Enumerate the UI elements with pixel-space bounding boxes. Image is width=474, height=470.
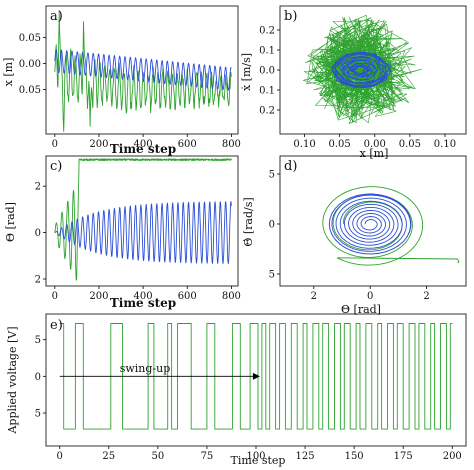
y-tick-label: 5 — [35, 409, 41, 420]
panel-b: 0.10 0.05 0.00 0.05 0.10 0.2 0.1 0.0 0.1 0.2 b) x… — [240, 5, 467, 160]
y-tick-label: 0 — [35, 372, 41, 383]
panel-a: 0 200 400 600 800 0.05 0.00 0.05 a) Time step x… — [2, 5, 241, 156]
x-axis-label: x [m] — [360, 147, 389, 160]
y-tick-label: 5 — [269, 170, 275, 181]
series-line-green — [54, 158, 232, 281]
y-axis-label: x [m] — [2, 58, 15, 87]
panel-label: a) — [50, 9, 63, 24]
y-tick-label: 0 — [35, 228, 41, 239]
x-tick-label: 0 — [52, 139, 58, 150]
plot-frame — [45, 5, 239, 135]
x-tick-label: 200 — [89, 291, 108, 302]
x-tick-label: 75 — [201, 451, 214, 462]
x-axis-label: Θ [rad] — [341, 303, 381, 316]
y-tick-label: 2 — [35, 275, 41, 286]
x-axis-label: Time step — [110, 296, 176, 310]
y-axis-label: Θ [rad] — [4, 202, 17, 242]
y-tick-label: 0.0 — [259, 66, 275, 77]
x-tick-label: 400 — [134, 291, 153, 302]
y-tick-label: 5 — [269, 270, 275, 281]
x-tick-label: 50 — [152, 451, 165, 462]
x-axis-label: Time step — [231, 454, 286, 467]
y-tick-label: 0.1 — [259, 46, 275, 57]
panel-d: 2 0 2 5 0 5 d) Θ [rad] Θ̇ [rad/s] — [242, 155, 467, 316]
x-tick-label: 0.10 — [293, 139, 315, 150]
series-line-green — [54, 10, 232, 132]
x-tick-label: 0.05 — [329, 139, 351, 150]
x-tick-label: 2 — [311, 291, 317, 302]
y-axis-label: Θ̇ [rad/s] — [242, 197, 255, 246]
x-tick-label: 175 — [394, 451, 413, 462]
arrow-head — [252, 372, 260, 380]
x-tick-label: 0 — [367, 291, 373, 302]
series-line-blue — [328, 193, 412, 255]
series-line-blue — [54, 49, 232, 91]
plot-area: 0 200 400 600 800 0.05 0.00 0.05 — [19, 10, 241, 150]
x-tick-label: 200 — [89, 139, 108, 150]
panel-label: c) — [50, 159, 62, 174]
y-tick-label: 0.05 — [19, 33, 41, 44]
series-line-green — [302, 15, 422, 124]
x-tick-label: 800 — [222, 291, 241, 302]
x-tick-label: 800 — [222, 139, 241, 150]
x-tick-label: 100 — [246, 451, 265, 462]
x-tick-label: 0.10 — [434, 139, 456, 150]
plot-frame — [279, 155, 467, 287]
series-line-blue — [54, 201, 232, 264]
plot-area: 2 0 2 5 0 5 — [269, 170, 460, 302]
x-tick-label: 0.05 — [399, 139, 421, 150]
y-tick-label: 0.05 — [19, 85, 41, 96]
x-tick-label: 600 — [178, 139, 197, 150]
y-tick-label: 0.2 — [259, 106, 275, 117]
x-tick-label: 0.00 — [364, 139, 386, 150]
x-tick-label: 25 — [102, 451, 115, 462]
swing-up-annotation: swing-up — [120, 362, 171, 375]
x-tick-label: 400 — [134, 139, 153, 150]
x-tick-label: 600 — [178, 291, 197, 302]
panel-label: d) — [284, 159, 297, 174]
plot-area: 0.10 0.05 0.00 0.05 0.10 0.2 0.1 0.0 0.1 0.2 — [259, 15, 456, 150]
panel-label: e) — [50, 318, 63, 333]
x-tick-label: 0 — [57, 451, 63, 462]
x-tick-label: 2 — [423, 291, 429, 302]
panel-label: b) — [284, 9, 297, 24]
y-tick-label: 2 — [35, 182, 41, 193]
x-tick-label: 125 — [296, 451, 315, 462]
x-tick-label: 150 — [345, 451, 364, 462]
x-tick-label: 0 — [52, 291, 58, 302]
x-tick-label: 200 — [443, 451, 462, 462]
y-axis-label: Applied voltage [V] — [6, 326, 19, 434]
y-axis-label: ẋ [m/s] — [240, 53, 253, 91]
y-tick-label: 0 — [269, 220, 275, 231]
y-tick-label: 5 — [35, 335, 41, 346]
y-tick-label: 0.00 — [19, 59, 41, 70]
series-line-green — [59, 323, 453, 430]
y-tick-label: 0.1 — [259, 86, 275, 97]
y-tick-label: 0.2 — [259, 26, 275, 37]
x-axis-label: Time step — [110, 142, 176, 156]
plot-frame — [45, 155, 239, 287]
series-line-blue — [330, 51, 392, 89]
